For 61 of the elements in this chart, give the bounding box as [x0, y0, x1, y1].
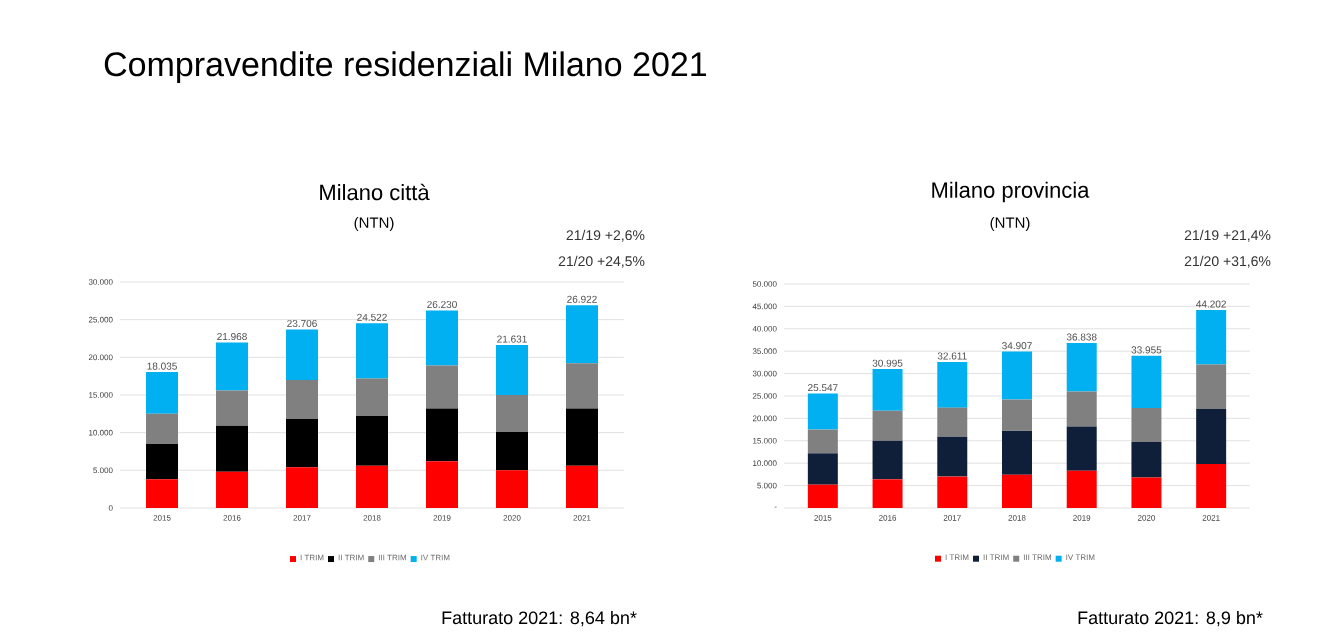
- bar: [807, 393, 838, 430]
- bar: [496, 394, 528, 432]
- bar: [286, 467, 319, 508]
- bar: [566, 408, 598, 466]
- bar: [496, 431, 528, 471]
- bar: [146, 372, 179, 414]
- bar: [286, 329, 319, 380]
- bar: [1066, 470, 1097, 508]
- bar: [216, 425, 249, 472]
- bar: [356, 323, 389, 379]
- bar: [1131, 477, 1162, 508]
- text: Fatturato 2021: 8,9 bn*: [1078, 610, 1263, 627]
- bar: [426, 408, 459, 462]
- bar: [1002, 399, 1032, 431]
- chart-title: Milano città: [320, 183, 430, 201]
- bar: [872, 369, 903, 411]
- bar: [937, 361, 968, 408]
- bar: [496, 345, 528, 395]
- text: Fatturato 2021: 8,64 bn*: [442, 610, 637, 627]
- bar: [872, 479, 903, 508]
- bar: [146, 443, 179, 480]
- bar: [566, 465, 598, 508]
- bar: [216, 390, 249, 426]
- text: Compravendite residenziali Milano 2021: [104, 51, 707, 84]
- bar: [146, 479, 179, 508]
- bar: [1196, 309, 1227, 365]
- bar: [216, 342, 249, 391]
- bar: [937, 407, 968, 437]
- bar: [807, 429, 838, 454]
- bar: [566, 363, 598, 409]
- bar: [807, 484, 838, 508]
- bar: [1066, 391, 1097, 427]
- bar: [356, 416, 389, 466]
- bar: [426, 461, 459, 508]
- bar: [216, 471, 249, 508]
- bar: [937, 476, 968, 508]
- bar: [566, 305, 598, 364]
- bar: [1002, 351, 1032, 400]
- bar: [937, 436, 968, 477]
- bar: [286, 379, 319, 420]
- bar: [356, 378, 389, 417]
- bar: [426, 310, 459, 366]
- bar: [872, 410, 903, 441]
- bar: [1131, 408, 1162, 443]
- bar: [1196, 464, 1227, 508]
- bar: [356, 465, 389, 508]
- bar: [1002, 430, 1032, 475]
- bar: [146, 413, 179, 444]
- bar: [1066, 342, 1097, 392]
- chart-title: Milano provincia: [932, 181, 1090, 203]
- bar: [286, 419, 319, 468]
- bar: [1196, 364, 1227, 409]
- bar: [496, 470, 528, 508]
- bar: [1066, 426, 1097, 471]
- bar: [872, 440, 903, 480]
- bar: [807, 453, 838, 485]
- bar: [1131, 442, 1162, 478]
- bar: [1002, 474, 1032, 508]
- bar: [1196, 408, 1227, 465]
- bar: [1131, 355, 1162, 409]
- bar: [426, 365, 459, 409]
